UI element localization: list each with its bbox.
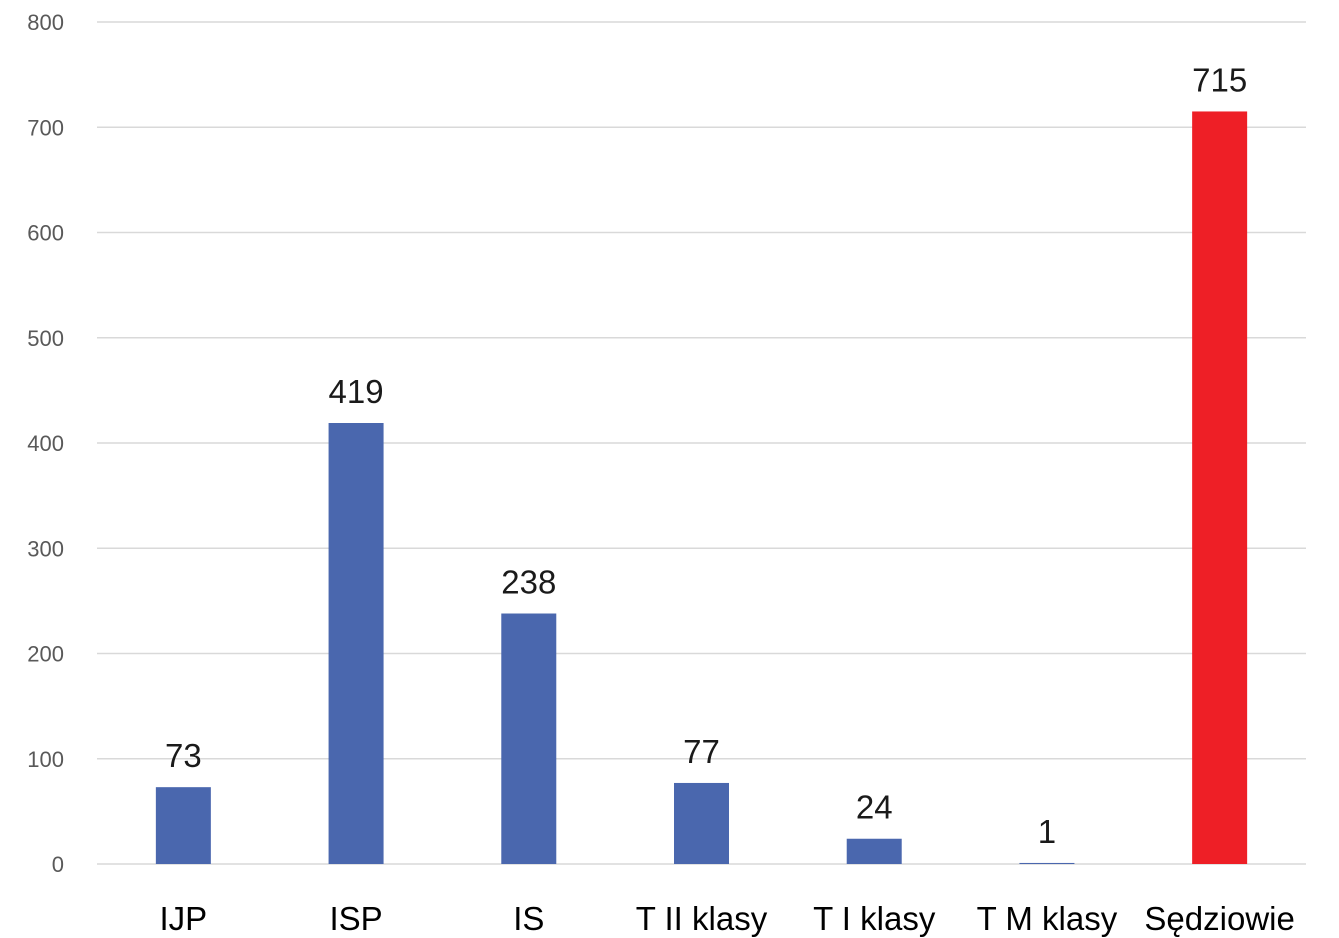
bar [501, 613, 557, 864]
y-tick-label: 500 [27, 326, 64, 351]
data-label: 77 [683, 733, 720, 770]
category-label: Sędziowie [1144, 900, 1294, 937]
bar [1192, 111, 1248, 864]
y-tick-label: 400 [27, 431, 64, 456]
gridlines [97, 21, 1306, 865]
y-tick-label: 0 [52, 852, 64, 877]
y-tick-label: 700 [27, 115, 64, 140]
bar [1019, 862, 1075, 864]
data-label: 73 [165, 737, 202, 774]
category-label: T M klasy [977, 900, 1118, 937]
y-tick-label: 300 [27, 536, 64, 561]
data-labels: 73 419 238 77 24 1 715 [165, 61, 1247, 849]
data-label: 238 [501, 564, 556, 601]
y-tick-label: 100 [27, 747, 64, 772]
x-axis-categories: IJP ISP IS T II klasy T I klasy T M klasy Sędz… [160, 900, 1295, 937]
category-label: IJP [160, 900, 208, 937]
bar [155, 787, 211, 864]
data-label: 715 [1192, 61, 1247, 98]
data-label: 419 [329, 373, 384, 410]
data-label: 1 [1038, 813, 1056, 850]
bar [674, 782, 729, 864]
y-tick-label: 800 [27, 10, 64, 35]
y-tick-label: 600 [27, 221, 64, 246]
category-label: T II klasy [636, 900, 768, 937]
data-label: 24 [856, 789, 893, 826]
y-tick-label: 200 [27, 642, 64, 667]
bar [846, 838, 902, 864]
bars [155, 111, 1248, 864]
category-label: ISP [329, 900, 382, 937]
bar [328, 423, 384, 864]
category-label: T I klasy [813, 900, 936, 937]
category-label: IS [513, 900, 544, 937]
y-axis-ticks: 0 100 200 300 400 500 600 700 800 [27, 10, 64, 877]
